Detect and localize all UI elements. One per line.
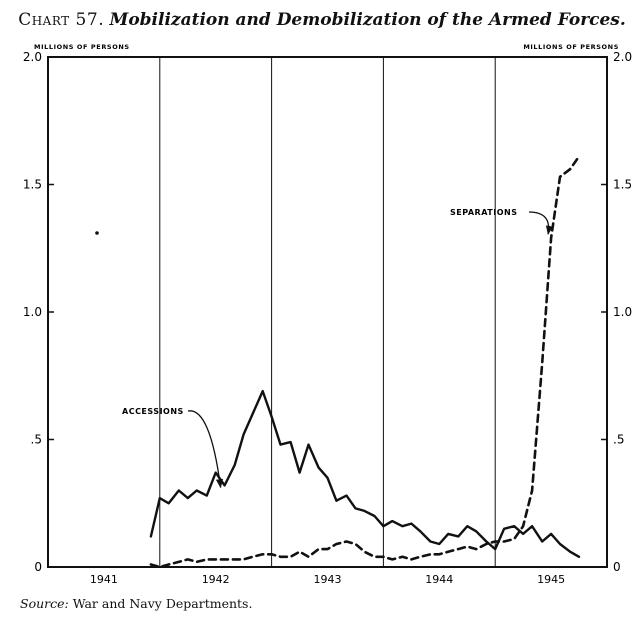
plot-frame (47, 56, 608, 568)
annotation-arrow-accessions (187, 410, 224, 489)
x-tick-label: 1942 (202, 573, 230, 586)
scan-dot (95, 231, 99, 235)
x-tick-label: 1944 (425, 573, 453, 586)
chart-name: Mobilization and Demobilization of the A… (109, 10, 626, 30)
y-tick-label-right: 0 (613, 560, 621, 574)
annotation-accessions: ACCESSIONS (122, 407, 184, 416)
x-tick-label: 1941 (90, 573, 118, 586)
series-line-accessions (149, 389, 581, 558)
series-line-separations (149, 155, 581, 569)
chart-number: Chart 57. (18, 10, 105, 30)
y-axis-unit-left: MILLIONS OF PERSONS (34, 43, 130, 51)
y-tick-label-right: 1.5 (613, 178, 632, 192)
annotation-separations: SEPARATIONS (450, 208, 517, 217)
y-axis-unit-right: MILLIONS OF PERSONS (523, 43, 619, 51)
y-tick-label-left: 1.0 (23, 305, 42, 319)
annotation-arrow-separations (528, 211, 554, 235)
y-tick-label-left: 1.5 (23, 178, 42, 192)
chart-title: Chart 57. Mobilization and Demobilizatio… (0, 10, 644, 30)
y-tick-label-left: 2.0 (23, 50, 42, 64)
source-text: War and Navy Departments. (72, 596, 253, 611)
y-tick-label-left: .5 (31, 433, 42, 447)
x-tick-label: 1943 (314, 573, 342, 586)
x-tick-label: 1945 (537, 573, 565, 586)
y-tick-label-right: .5 (613, 433, 624, 447)
source-label: Source: (20, 596, 69, 611)
source-note: Source: War and Navy Departments. (20, 596, 252, 611)
y-tick-label-right: 1.0 (613, 305, 632, 319)
y-tick-label-left: 0 (34, 560, 42, 574)
y-tick-label-right: 2.0 (613, 50, 632, 64)
